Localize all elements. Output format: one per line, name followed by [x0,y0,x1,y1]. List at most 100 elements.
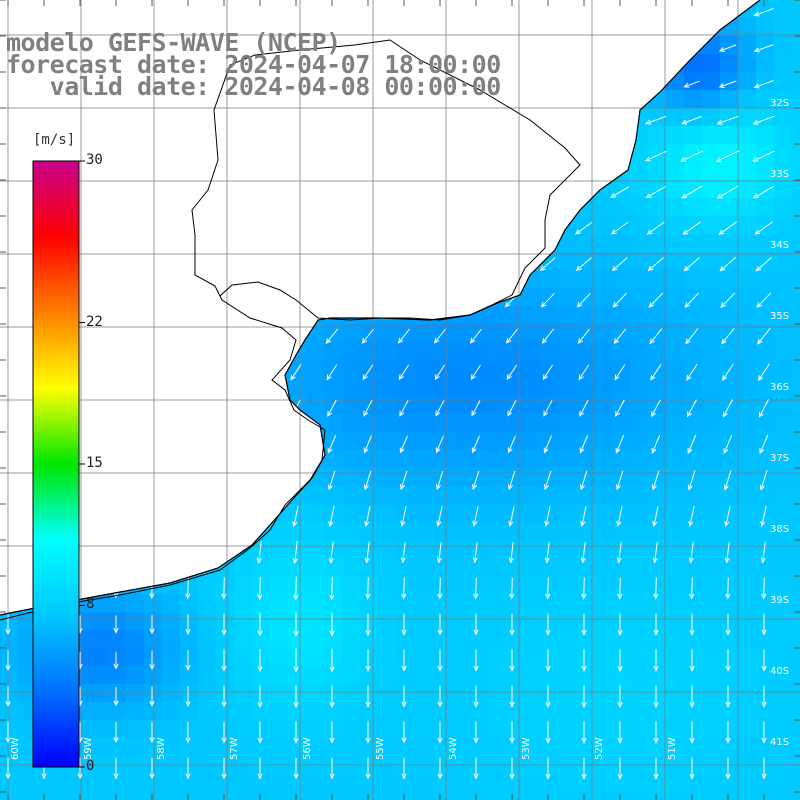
wind-arrow [77,757,83,780]
field-cell [684,72,703,91]
field-cell [288,594,307,613]
field-cell [198,774,217,793]
wind-arrow [508,506,515,527]
field-cell [738,486,757,505]
field-cell [288,126,307,145]
field-cell [666,486,685,505]
field-cell [666,684,685,703]
field-cell [396,612,415,631]
wind-arrow [358,186,378,198]
field-cell [378,270,397,289]
field-cell [450,180,469,199]
field-cell [684,270,703,289]
field-cell [198,666,217,685]
field-cell [126,378,145,397]
field-cell [54,792,73,800]
wind-arrow [617,613,623,636]
field-cell [450,738,469,757]
field-cell [522,162,541,181]
wind-arrow [689,613,695,636]
field-cell [558,180,577,199]
field-cell [180,666,199,685]
wind-arrow [753,80,774,89]
field-cell [540,252,559,271]
field-cell [342,792,361,800]
field-cell [648,90,667,109]
field-cell [0,126,19,145]
field-cell [522,378,541,397]
field-cell [162,432,181,451]
field-cell [648,36,667,55]
field-cell [468,702,487,721]
field-cell [648,288,667,307]
field-cell [270,342,289,361]
wind-arrow [718,80,737,88]
field-cell [90,180,109,199]
field-cell [450,324,469,343]
field-cell [18,0,37,19]
field-cell [558,432,577,451]
wind-arrow [573,80,594,89]
title-model: modelo GEFS-WAVE (NCEP) [6,28,341,57]
field-cell [450,414,469,433]
field-cell [360,504,379,523]
wind-arrow [610,221,629,235]
field-cell [792,342,800,361]
field-cell [324,180,343,199]
field-cell [522,630,541,649]
field-cell [648,144,667,163]
field-cell [666,702,685,721]
field-cell [504,666,523,685]
field-cell [378,126,397,145]
field-cell [324,702,343,721]
wind-arrow [322,221,341,235]
wind-arrow [221,685,227,708]
field-cell [162,234,181,253]
field-cell [756,774,775,793]
field-cell [702,216,721,235]
field-cell [360,774,379,793]
wind-arrow [688,541,694,564]
wind-arrow [149,722,155,744]
field-cell [522,144,541,163]
field-cell [576,540,595,559]
field-cell [702,126,721,145]
field-cell [558,378,577,397]
field-cell [324,252,343,271]
wind-arrow [177,151,198,161]
field-cell [468,522,487,541]
field-cell [468,684,487,703]
field-cell [540,558,559,577]
field-cell [504,612,523,631]
wind-arrow [293,721,299,744]
wind-arrow [325,328,339,344]
colorbar-tick-label: 15 [86,455,103,471]
field-cell [324,594,343,613]
field-cell [468,270,487,289]
field-cell [720,54,739,73]
field-cell [180,126,199,145]
field-cell [738,738,757,757]
field-cell [306,576,325,595]
field-cell [756,648,775,667]
field-cell [270,684,289,703]
field-cell [630,0,649,19]
field-cell [702,234,721,253]
field-cell [720,702,739,721]
field-cell [792,450,800,469]
field-cell [108,648,127,667]
field-cell [90,576,109,595]
wind-arrow [545,649,551,672]
field-cell [486,666,505,685]
field-cell [360,288,379,307]
field-cell [252,738,271,757]
wind-arrow [615,435,625,454]
field-cell [450,252,469,271]
field-cell [738,432,757,451]
field-cell [684,558,703,577]
field-cell [774,540,793,559]
field-cell [702,540,721,559]
colorbar-tick-label: 0 [86,758,95,774]
field-cell [360,198,379,217]
field-cell [450,594,469,613]
